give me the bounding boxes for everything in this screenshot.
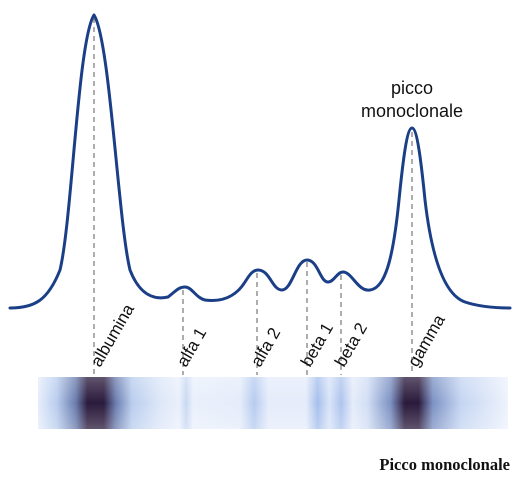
electrophoresis-band (38, 377, 508, 429)
label-gamma: gamma (404, 311, 449, 370)
label-beta2: beta 2 (331, 320, 371, 370)
label-alfa2: alfa 2 (247, 324, 284, 370)
caption: Picco monoclonale (379, 455, 510, 474)
label-albumina: albumina (87, 300, 138, 370)
annotation-line-1: picco (391, 78, 433, 98)
annotation-line-2: monoclonale (361, 101, 463, 121)
densitometry-curve (8, 13, 512, 310)
guide-lines (93, 18, 413, 375)
fraction-labels: albumina alfa 1 alfa 2 beta 1 beta 2 gam… (87, 300, 449, 370)
label-alfa1: alfa 1 (173, 324, 210, 370)
label-beta1: beta 1 (297, 320, 337, 370)
